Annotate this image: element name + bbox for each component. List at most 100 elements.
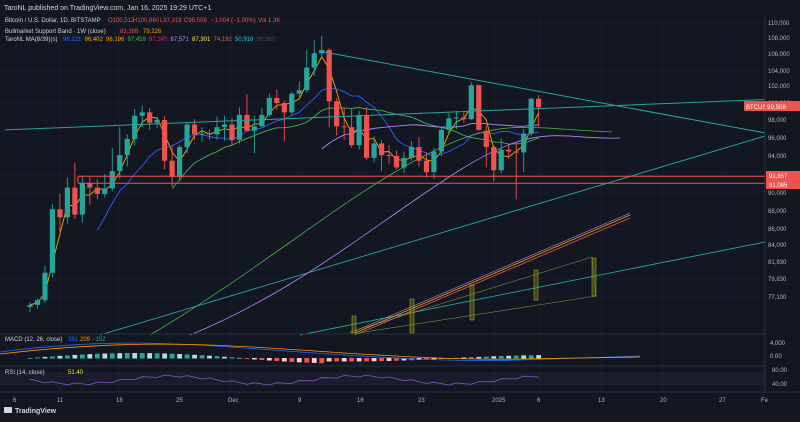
price-tag-symbol: BTCUSD <box>746 105 771 111</box>
candle-body <box>184 124 190 147</box>
macd-histogram-bar <box>506 355 512 359</box>
support-level-tags: 91,857 91,085 <box>766 171 800 189</box>
rsi-line <box>29 374 539 386</box>
x-tick-label: 6 <box>537 398 541 404</box>
candle-body <box>124 138 130 156</box>
legend-band-label: Bullmarket Support Band · 1W (close) <box>5 29 106 35</box>
candle-body <box>289 93 295 113</box>
macd-histogram-bar <box>207 355 212 359</box>
band-line-red <box>354 217 631 336</box>
macd-histogram-bar <box>379 358 384 362</box>
candles <box>27 35 542 313</box>
candle-body <box>536 98 542 108</box>
macd-histogram-bar <box>521 355 527 359</box>
candle-body <box>483 130 489 147</box>
rsi-pane[interactable]: RSI (14, close) 51.40 80.00 40.00 <box>0 365 788 388</box>
projection-line-2 <box>299 241 766 336</box>
macd-histogram-bar <box>386 358 392 361</box>
band-segment <box>469 284 475 321</box>
price-chart[interactable]: 110,000108,000106,000104,000102,000100,0… <box>0 17 800 422</box>
candle-body <box>304 67 310 91</box>
macd-histogram-bar <box>476 356 482 359</box>
candle-body <box>521 133 527 153</box>
band-segment <box>533 269 539 301</box>
macd-histogram-bar <box>57 355 63 359</box>
candle-body <box>408 147 415 158</box>
macd-histogram-bar <box>87 354 93 359</box>
macd-tick-4000: 4,000 <box>770 341 786 347</box>
legend-close: C99,508 <box>184 18 207 24</box>
tradingview-icon <box>4 407 12 413</box>
moving-average-line <box>96 87 539 231</box>
band-segment <box>351 315 357 334</box>
candle-body <box>27 304 33 307</box>
x-tick-label: 6 <box>13 398 17 404</box>
level-tag-1: 91,857 <box>769 174 788 180</box>
candle-body <box>79 183 85 215</box>
macd-histogram-bar <box>266 358 272 361</box>
rsi-value: 51.40 <box>68 370 84 376</box>
y-tick-label: 88,000 <box>768 209 787 215</box>
candle-body <box>49 209 56 273</box>
candle-body <box>251 126 257 131</box>
macd-histogram-bar <box>237 357 242 359</box>
candle-body <box>109 171 115 189</box>
legend-ma-value: 96,402 <box>85 37 104 43</box>
macd-histogram-bar <box>483 356 489 359</box>
drawings[interactable] <box>4 51 766 184</box>
legend-ma-value: 87,301 <box>192 37 211 43</box>
candle-body <box>356 114 362 146</box>
y-tick-label: 106,000 <box>768 52 790 58</box>
macd-histogram-bar <box>94 353 100 359</box>
macd-histogram-bar <box>498 356 504 359</box>
candle-body <box>64 187 70 218</box>
y-tick-label: 98,000 <box>768 118 787 124</box>
macd-histogram-bar <box>424 358 429 360</box>
macd-pane[interactable]: MACD (12, 26, close) 381 209 −152 4,000 … <box>0 333 786 364</box>
candle-body <box>393 156 400 168</box>
legend[interactable]: Bitcoin / U.S. Dollar, 1D, BITSTAMP O100… <box>5 18 280 43</box>
candle-body <box>244 114 250 131</box>
candle-body <box>371 143 377 158</box>
time-axis[interactable]: 6 11 18 25 Dec 9 16 23 2025 6 13 20 27 Fe <box>0 391 800 404</box>
macd-label: MACD (12, 26, close) <box>5 337 62 343</box>
candle-body <box>461 117 467 120</box>
legend-ma-value: 50,916 <box>235 37 254 43</box>
moving-average-long-1 <box>189 135 621 336</box>
legend-band-value-1: 83,288 <box>120 29 139 35</box>
rsi-band <box>0 372 765 386</box>
x-tick-label: 23 <box>418 398 425 404</box>
projection-line-1 <box>99 135 766 336</box>
candle-body <box>229 124 235 140</box>
y-tick-label: 84,000 <box>768 243 787 249</box>
candle-body <box>446 118 452 130</box>
candle-body <box>147 112 153 123</box>
macd-histogram-bar <box>334 358 340 362</box>
macd-histogram-bar <box>79 354 85 359</box>
candle-body <box>334 101 340 127</box>
macd-histogram-bar <box>177 354 182 359</box>
macd-histogram-bar <box>513 355 519 359</box>
moving-average-long-2 <box>149 126 613 336</box>
macd-histogram-bar <box>349 358 355 362</box>
macd-histogram-bar <box>42 356 48 359</box>
candle-body <box>431 151 437 173</box>
legend-ma-value: 90,380 <box>257 37 276 43</box>
candle-body <box>132 115 138 139</box>
x-tick-label: 11 <box>57 398 64 404</box>
candle-body <box>498 149 504 171</box>
candle-body <box>416 147 422 161</box>
x-tick-label: 9 <box>298 398 302 404</box>
y-tick-label: 104,000 <box>768 69 790 75</box>
macd-histogram-bar <box>199 355 205 359</box>
macd-histogram-bar <box>289 358 295 362</box>
macd-histogram-bar <box>394 358 399 361</box>
candle-body <box>214 127 220 135</box>
macd-histogram-bar <box>461 357 467 359</box>
legend-symbol-line: Bitcoin / U.S. Dollar, 1D, BITSTAMP <box>5 18 101 24</box>
candle-body <box>506 149 512 152</box>
candle-body <box>438 129 444 152</box>
x-tick-label: 20 <box>660 398 667 404</box>
macd-histogram-bar <box>528 355 534 359</box>
current-price-tag: BTCUSD 99,508 <box>744 101 800 111</box>
